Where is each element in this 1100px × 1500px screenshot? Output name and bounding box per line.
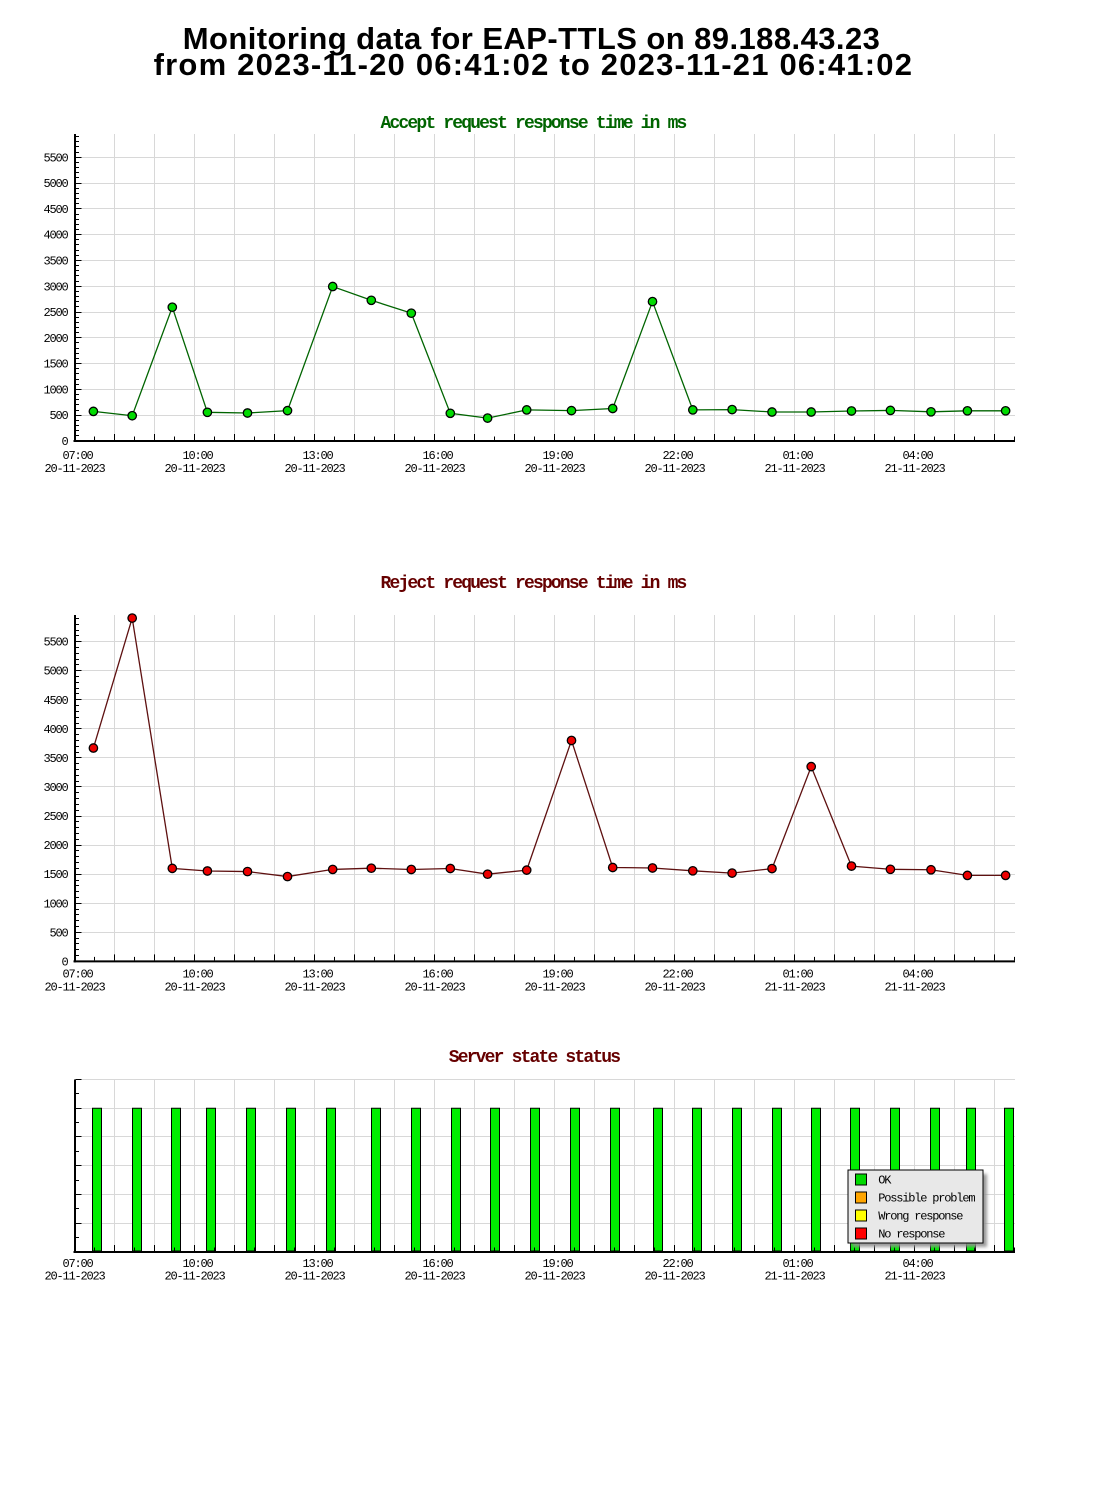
svg-text:21-11-2023: 21-11-2023	[764, 981, 825, 995]
svg-text:0: 0	[61, 955, 68, 969]
svg-text:01:00: 01:00	[782, 968, 813, 982]
svg-text:OK: OK	[878, 1174, 892, 1188]
svg-text:13:00: 13:00	[302, 1257, 333, 1271]
svg-text:07:00: 07:00	[62, 968, 93, 982]
svg-text:13:00: 13:00	[302, 968, 333, 982]
svg-text:20-11-2023: 20-11-2023	[284, 981, 345, 995]
svg-text:20-11-2023: 20-11-2023	[44, 462, 105, 476]
svg-text:16:00: 16:00	[422, 968, 453, 982]
svg-text:2500: 2500	[43, 306, 68, 320]
svg-text:4500: 4500	[43, 694, 68, 708]
svg-text:21-11-2023: 21-11-2023	[884, 462, 945, 476]
svg-text:20-11-2023: 20-11-2023	[644, 462, 705, 476]
svg-text:10:00: 10:00	[182, 968, 213, 982]
svg-text:Monitoring data for EAP-TTLS o: Monitoring data for EAP-TTLS on 89.188.4…	[183, 21, 881, 56]
svg-text:07:00: 07:00	[62, 1257, 93, 1271]
svg-text:20-11-2023: 20-11-2023	[644, 981, 705, 995]
svg-text:01:00: 01:00	[782, 449, 813, 463]
svg-text:20-11-2023: 20-11-2023	[164, 462, 225, 476]
svg-text:20-11-2023: 20-11-2023	[284, 462, 345, 476]
svg-text:No response: No response	[878, 1228, 945, 1242]
svg-text:2000: 2000	[43, 839, 68, 853]
svg-text:20-11-2023: 20-11-2023	[404, 981, 465, 995]
svg-text:2500: 2500	[43, 810, 68, 824]
svg-text:21-11-2023: 21-11-2023	[764, 462, 825, 476]
svg-text:13:00: 13:00	[302, 449, 333, 463]
svg-text:10:00: 10:00	[182, 449, 213, 463]
svg-text:4000: 4000	[43, 723, 68, 737]
svg-text:Server state status: Server state status	[449, 1048, 620, 1068]
svg-text:01:00: 01:00	[782, 1257, 813, 1271]
svg-text:4500: 4500	[43, 203, 68, 217]
svg-text:4000: 4000	[43, 229, 68, 243]
svg-text:16:00: 16:00	[422, 449, 453, 463]
svg-text:19:00: 19:00	[542, 968, 573, 982]
svg-text:04:00: 04:00	[902, 449, 933, 463]
svg-text:Wrong response: Wrong response	[878, 1210, 963, 1224]
svg-text:3000: 3000	[43, 781, 68, 795]
svg-text:20-11-2023: 20-11-2023	[404, 462, 465, 476]
svg-text:21-11-2023: 21-11-2023	[764, 1270, 825, 1284]
svg-text:19:00: 19:00	[542, 1257, 573, 1271]
svg-text:16:00: 16:00	[422, 1257, 453, 1271]
svg-text:20-11-2023: 20-11-2023	[44, 1270, 105, 1284]
svg-text:2000: 2000	[43, 332, 68, 346]
svg-text:20-11-2023: 20-11-2023	[44, 981, 105, 995]
svg-text:10:00: 10:00	[182, 1257, 213, 1271]
svg-text:20-11-2023: 20-11-2023	[164, 981, 225, 995]
svg-text:22:00: 22:00	[662, 1257, 693, 1271]
svg-text:5500: 5500	[43, 636, 68, 650]
svg-text:500: 500	[49, 926, 68, 940]
svg-text:20-11-2023: 20-11-2023	[524, 1270, 585, 1284]
svg-text:21-11-2023: 21-11-2023	[884, 1270, 945, 1284]
svg-text:20-11-2023: 20-11-2023	[284, 1270, 345, 1284]
svg-text:20-11-2023: 20-11-2023	[524, 981, 585, 995]
svg-text:1000: 1000	[43, 383, 68, 397]
svg-text:07:00: 07:00	[62, 449, 93, 463]
svg-text:1500: 1500	[43, 358, 68, 372]
svg-text:04:00: 04:00	[902, 1257, 933, 1271]
svg-text:1000: 1000	[43, 897, 68, 911]
svg-text:Accept request response time i: Accept request response time in ms	[380, 114, 686, 134]
svg-text:5000: 5000	[43, 177, 68, 191]
svg-text:1500: 1500	[43, 868, 68, 882]
svg-text:21-11-2023: 21-11-2023	[884, 981, 945, 995]
svg-text:3500: 3500	[43, 254, 68, 268]
svg-text:20-11-2023: 20-11-2023	[164, 1270, 225, 1284]
svg-text:500: 500	[49, 409, 68, 423]
svg-text:3000: 3000	[43, 280, 68, 294]
svg-text:04:00: 04:00	[902, 968, 933, 982]
svg-text:Possible problem: Possible problem	[878, 1192, 975, 1206]
svg-text:22:00: 22:00	[662, 968, 693, 982]
svg-text:from 2023-11-20 06:41:02 to 20: from 2023-11-20 06:41:02 to 2023-11-21 0…	[154, 47, 914, 82]
svg-text:5000: 5000	[43, 665, 68, 679]
svg-text:5500: 5500	[43, 151, 68, 165]
svg-text:22:00: 22:00	[662, 449, 693, 463]
svg-text:20-11-2023: 20-11-2023	[644, 1270, 705, 1284]
svg-text:0: 0	[61, 435, 68, 449]
svg-text:20-11-2023: 20-11-2023	[404, 1270, 465, 1284]
svg-text:3500: 3500	[43, 752, 68, 766]
svg-text:20-11-2023: 20-11-2023	[524, 462, 585, 476]
svg-text:Reject request response time i: Reject request response time in ms	[380, 574, 686, 594]
svg-text:19:00: 19:00	[542, 449, 573, 463]
